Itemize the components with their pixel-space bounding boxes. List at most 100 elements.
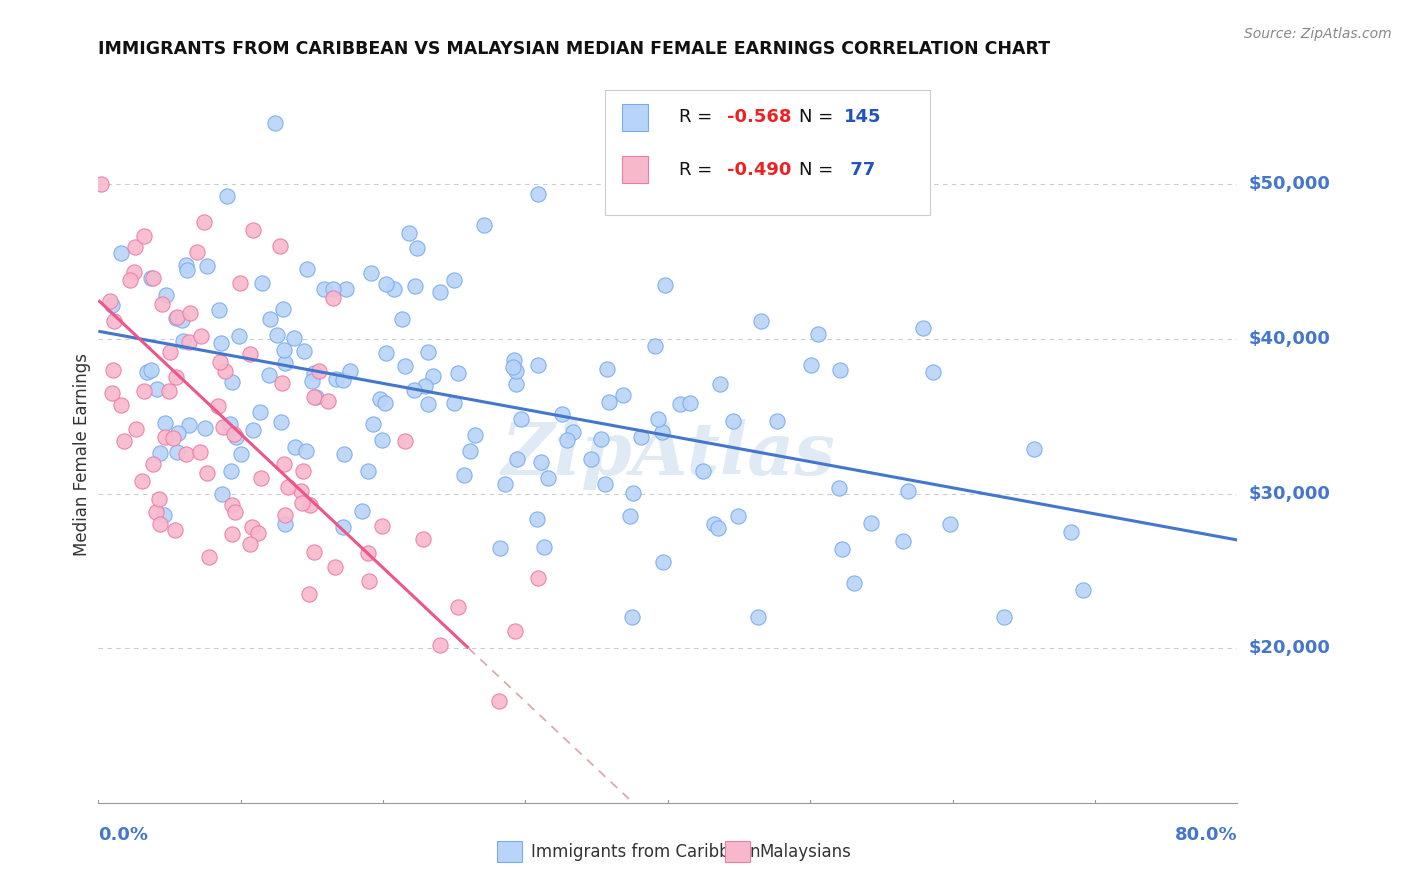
Point xyxy=(619,508,641,523)
Point xyxy=(266,327,288,342)
Point xyxy=(277,480,299,494)
Point xyxy=(103,314,125,328)
Point xyxy=(214,364,236,378)
Point xyxy=(308,363,330,377)
Text: R =: R = xyxy=(679,109,718,127)
Point xyxy=(167,425,190,440)
Point xyxy=(274,516,297,531)
Point xyxy=(250,276,273,290)
Point xyxy=(165,311,187,326)
Point xyxy=(264,115,287,129)
Point xyxy=(443,272,465,286)
Point xyxy=(488,693,510,707)
Point xyxy=(305,391,328,405)
Point xyxy=(404,279,426,293)
Point xyxy=(100,298,122,312)
Point xyxy=(118,273,141,287)
Point xyxy=(692,463,714,477)
Point xyxy=(212,420,235,434)
Point xyxy=(703,516,725,531)
Point xyxy=(911,321,934,335)
Point xyxy=(453,468,475,483)
Point xyxy=(142,270,165,285)
Point xyxy=(668,396,690,410)
Point xyxy=(190,329,212,343)
Point xyxy=(509,411,531,425)
Point xyxy=(221,375,243,389)
Point xyxy=(357,464,380,478)
Point xyxy=(159,345,181,359)
Point xyxy=(157,384,180,398)
Point xyxy=(149,516,172,531)
Point xyxy=(679,396,702,410)
Point xyxy=(316,393,339,408)
Text: R =: R = xyxy=(679,161,718,178)
Point xyxy=(270,415,292,429)
Text: N =: N = xyxy=(799,161,839,178)
Point xyxy=(242,423,264,437)
Point xyxy=(828,363,851,377)
Point xyxy=(458,443,481,458)
Point xyxy=(273,457,295,471)
Point xyxy=(502,360,524,375)
Point xyxy=(651,555,673,569)
Text: 80.0%: 80.0% xyxy=(1174,826,1237,844)
Point xyxy=(443,396,465,410)
Point xyxy=(312,282,335,296)
FancyBboxPatch shape xyxy=(725,841,749,862)
Point xyxy=(647,412,669,426)
Point xyxy=(322,283,344,297)
Point xyxy=(291,496,314,510)
Point xyxy=(828,481,851,495)
Point xyxy=(163,524,186,538)
Point xyxy=(193,215,215,229)
Point xyxy=(186,244,208,259)
Point xyxy=(270,376,292,391)
Point xyxy=(527,358,550,372)
Point xyxy=(527,186,550,201)
Point xyxy=(150,296,173,310)
Point xyxy=(416,344,439,359)
Point xyxy=(139,362,162,376)
Point xyxy=(589,432,612,446)
FancyBboxPatch shape xyxy=(605,90,929,215)
Point xyxy=(709,377,731,392)
Point xyxy=(224,506,246,520)
Text: N =: N = xyxy=(799,109,839,127)
Point xyxy=(209,336,232,351)
Point xyxy=(228,329,250,343)
Point xyxy=(229,276,252,290)
Point xyxy=(290,484,312,499)
Point xyxy=(555,433,578,447)
Point xyxy=(172,334,194,348)
Text: 145: 145 xyxy=(845,109,882,127)
Point xyxy=(357,546,380,560)
Text: Malaysians: Malaysians xyxy=(759,843,851,861)
Point xyxy=(302,390,325,404)
Point xyxy=(148,492,170,507)
Point xyxy=(145,504,167,518)
Point xyxy=(179,306,201,320)
Text: $20,000: $20,000 xyxy=(1249,640,1330,657)
Point xyxy=(177,335,200,350)
Point xyxy=(394,434,416,448)
Point xyxy=(242,223,264,237)
Point xyxy=(101,363,124,377)
Point xyxy=(598,395,620,409)
Point xyxy=(153,430,176,444)
Point xyxy=(488,541,510,555)
Text: 77: 77 xyxy=(845,161,876,178)
Point xyxy=(921,365,943,379)
Point xyxy=(413,379,436,393)
Point xyxy=(464,427,486,442)
Point xyxy=(208,354,231,368)
Point xyxy=(938,516,960,531)
Point xyxy=(831,541,853,556)
Point xyxy=(562,425,585,440)
Point xyxy=(322,291,344,305)
Point xyxy=(382,282,405,296)
Point xyxy=(90,178,112,192)
Point xyxy=(301,374,323,388)
Point xyxy=(325,372,347,386)
Point xyxy=(273,356,295,370)
